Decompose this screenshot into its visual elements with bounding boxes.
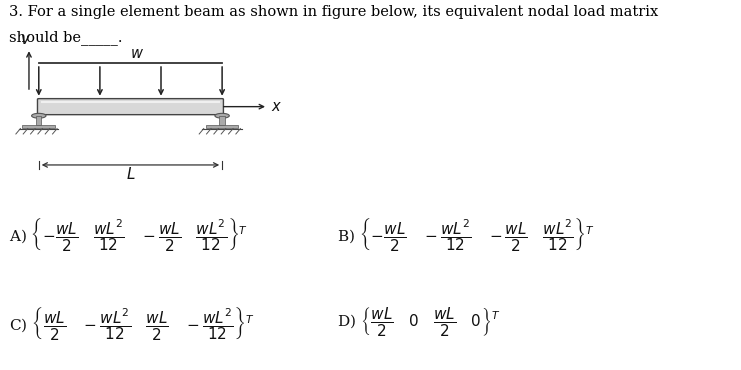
Text: 3. For a single element beam as shown in figure below, its equivalent nodal load: 3. For a single element beam as shown in…	[10, 4, 659, 19]
FancyBboxPatch shape	[38, 99, 224, 115]
Text: $x$: $x$	[271, 100, 282, 114]
FancyBboxPatch shape	[36, 116, 41, 125]
FancyBboxPatch shape	[219, 116, 225, 125]
FancyBboxPatch shape	[206, 125, 239, 128]
Ellipse shape	[32, 113, 46, 118]
Ellipse shape	[215, 113, 229, 118]
Text: C) $\left\{\dfrac{wL}{2}\quad-\dfrac{wL^2}{12}\quad\dfrac{wL}{2}\quad-\dfrac{wL^: C) $\left\{\dfrac{wL}{2}\quad-\dfrac{wL^…	[10, 305, 255, 342]
FancyBboxPatch shape	[22, 125, 55, 128]
Text: $v$: $v$	[20, 33, 31, 47]
Text: $w$: $w$	[130, 47, 144, 61]
Text: B) $\left\{-\dfrac{wL}{2}\quad-\dfrac{wL^2}{12}\quad-\dfrac{wL}{2}\quad\dfrac{wL: B) $\left\{-\dfrac{wL}{2}\quad-\dfrac{wL…	[336, 216, 595, 253]
Text: A) $\left\{-\dfrac{wL}{2}\quad\dfrac{wL^2}{12}\quad-\dfrac{wL}{2}\quad\dfrac{wL^: A) $\left\{-\dfrac{wL}{2}\quad\dfrac{wL^…	[10, 216, 248, 253]
Text: $L$: $L$	[126, 166, 136, 182]
Text: should be_____.: should be_____.	[10, 30, 123, 45]
Text: D) $\left\{\dfrac{wL}{2}\quad 0\quad\dfrac{wL}{2}\quad 0\right\}^T$: D) $\left\{\dfrac{wL}{2}\quad 0\quad\dfr…	[336, 305, 500, 338]
